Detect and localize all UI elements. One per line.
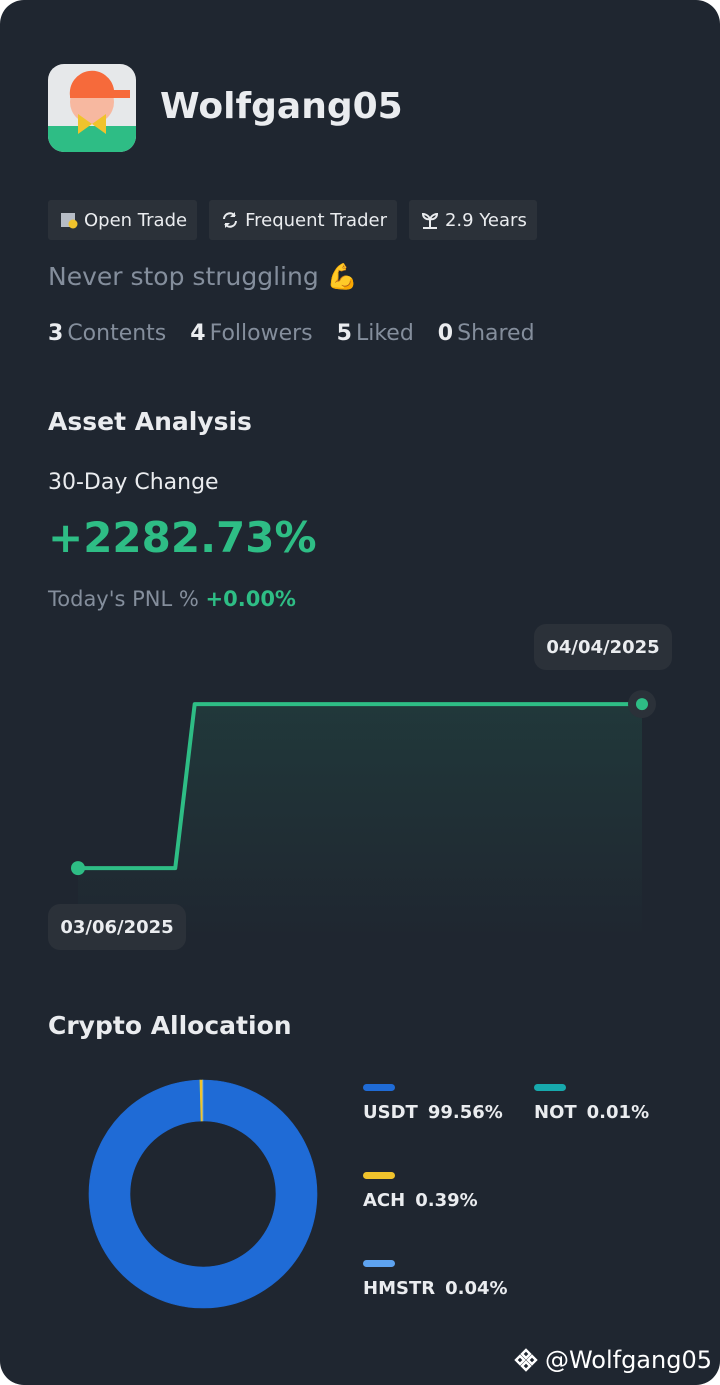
stat-label: Contents [67,321,167,346]
stat-count: 0 [437,321,454,346]
end-point [636,698,648,711]
section-title: Crypto Allocation [48,1011,292,1040]
start-point [71,861,85,876]
watermark: @Wolfgang05 [513,1346,712,1374]
date-label-box [48,904,186,950]
date-label: 04/04/2025 [546,637,659,658]
legend-value: 0.04% [445,1278,507,1299]
legend-name: ACH [363,1190,405,1211]
legend-name: HMSTR [363,1278,435,1299]
pnl-value: +0.00% [205,587,296,611]
line [78,702,642,871]
stat-label: Liked [355,321,414,346]
legend-label: USDT 99.56% [363,1102,503,1123]
legend-swatch [363,1172,395,1179]
badge: Open Trade [48,200,198,240]
legend-value: 0.39% [415,1190,477,1211]
badge: Frequent Trader [209,200,397,240]
bio: Never stop struggling 💪 [48,262,358,291]
stats: 3 Contents 4 Followers 5 Liked 0 Shared [48,321,535,346]
stat-count: 4 [190,321,206,346]
legend-swatch [363,1084,395,1091]
badge-icon [61,213,78,229]
legend-label: HMSTR 0.04% [363,1278,508,1299]
badge-icon [421,212,438,229]
legend-label: ACH 0.39% [363,1190,478,1211]
change-label: 30-Day Change [48,470,219,495]
stat-label: Followers [209,321,313,346]
avatar[interactable] [48,64,136,152]
pnl: Today's PNL % +0.00% [48,587,296,611]
legend-value: 0.01% [587,1102,649,1123]
line-area [78,704,642,940]
date-label-box [534,624,672,670]
stat-label: Shared [457,321,535,346]
badge-icon [223,212,238,228]
handle: @Wolfgang05 [544,1346,712,1374]
stat[interactable]: 4 Followers [190,321,312,346]
stat[interactable]: 5 Liked [337,321,414,346]
legend-label: NOT 0.01% [534,1102,649,1123]
badge-label: Frequent Trader [245,209,387,231]
allocation-chart: USDT 99.56% NOT 0.01% ACH 0.39% HMSTR 0.04% [88,1079,649,1309]
donut-segment [88,1079,318,1309]
change-value: +2282.73% [48,513,317,562]
stat-count: 3 [48,321,64,346]
legend-swatch [534,1084,566,1091]
stat-count: 5 [336,321,352,346]
date-label: 03/06/2025 [60,917,173,938]
legend-name: USDT [363,1102,419,1123]
pnl-label: Today's PNL % [48,587,199,611]
username: Wolfgang05 [160,86,403,127]
legend-swatch [363,1260,395,1267]
badge: 2.9 Years [408,200,537,240]
legend-value: 99.56% [428,1102,503,1123]
section-title: Asset Analysis [48,407,252,436]
badge-label: 2.9 Years [444,209,527,231]
badges: Open Trade Frequent Trader 2.9 Years [48,200,537,240]
logo [514,1348,538,1372]
stat[interactable]: 3 Contents [48,321,166,346]
pnl-chart: 03/06/2025 04/04/2025 [48,624,672,950]
legend-name: NOT [534,1102,577,1123]
badge-label: Open Trade [84,209,188,231]
stat[interactable]: 0 Shared [438,321,535,346]
